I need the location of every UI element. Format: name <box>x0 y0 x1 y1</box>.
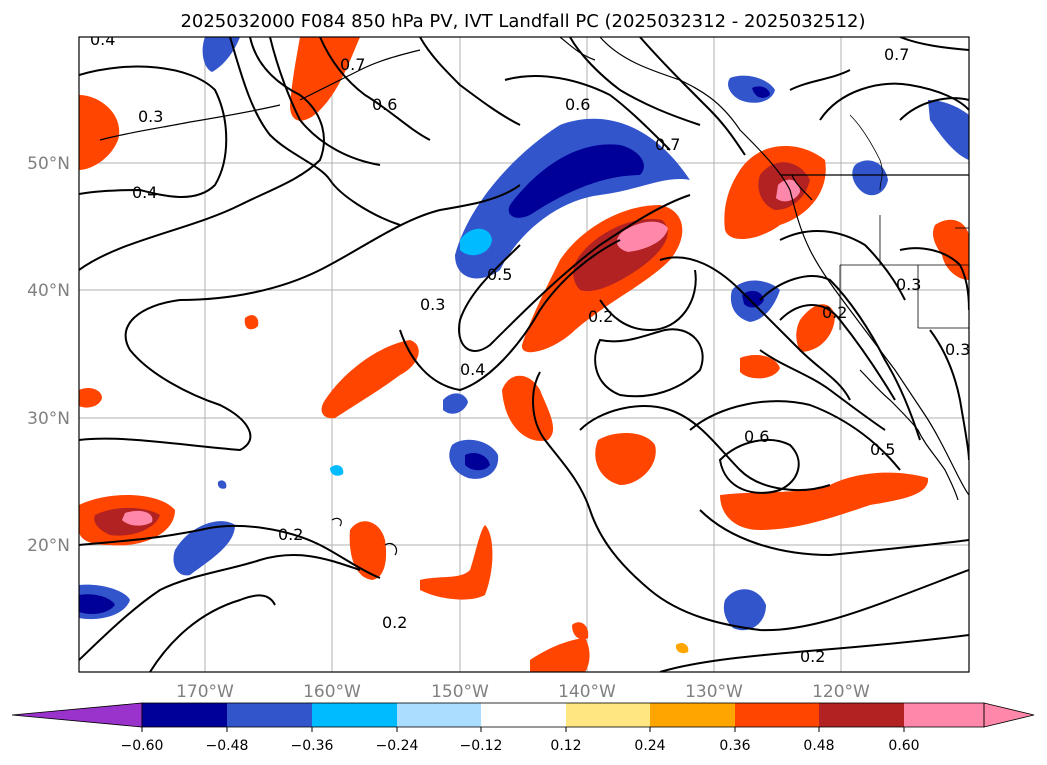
lat-label: 50°N <box>27 154 70 174</box>
longitude-labels: 170°W 160°W 150°W 140°W 130°W 120°W <box>176 682 870 702</box>
contour-label: 0.2 <box>800 647 825 666</box>
colorbar: −0.60 −0.48 −0.36 −0.24 −0.12 0.12 0.24 … <box>11 702 1035 754</box>
coastlines <box>99 37 969 501</box>
contour-label: 0.2 <box>278 525 303 544</box>
islands <box>331 517 398 556</box>
colorbar-segment <box>819 703 904 727</box>
map-panel: 0.4 0.3 0.4 0.6 0.7 0.6 0.7 0.5 0.3 0.4 … <box>78 30 970 673</box>
contour-label: 0.2 <box>588 307 613 326</box>
contour-label: 0.2 <box>382 613 407 632</box>
colorbar-segment <box>650 703 735 727</box>
gridlines <box>79 37 969 672</box>
borders <box>780 114 969 330</box>
contour-label: 0.5 <box>487 265 512 284</box>
colorbar-ticks <box>141 727 905 732</box>
lon-label: 150°W <box>431 682 489 702</box>
colorbar-tick-label: 0.48 <box>803 738 834 754</box>
colorbar-extend-low <box>11 702 143 728</box>
contour-label: 0.7 <box>340 55 365 74</box>
pv-shading <box>79 37 969 672</box>
colorbar-tick-label: −0.36 <box>291 738 334 754</box>
colorbar-tick-label: −0.48 <box>206 738 249 754</box>
contour-label: 0.4 <box>132 183 157 202</box>
lon-label: 160°W <box>303 682 361 702</box>
colorbar-extend-high <box>904 703 1034 727</box>
contour-label: 0.6 <box>372 95 397 114</box>
colorbar-segment <box>566 703 650 727</box>
contour-label: 0.6 <box>744 427 769 446</box>
lon-label: 120°W <box>812 682 870 702</box>
lat-label: 30°N <box>27 409 70 429</box>
lon-label: 130°W <box>685 682 743 702</box>
contour-label: 0.7 <box>884 45 909 64</box>
colorbar-tick-label: −0.24 <box>376 738 419 754</box>
colorbar-tick-label: 0.36 <box>719 738 750 754</box>
colorbar-tick-label: 0.24 <box>634 738 665 754</box>
colorbar-segment <box>735 703 819 727</box>
colorbar-tick-label: −0.60 <box>121 738 164 754</box>
colorbar-tick-label: 0.60 <box>888 738 919 754</box>
colorbar-segment <box>481 703 566 727</box>
colorbar-segment <box>142 703 227 727</box>
contour-label: 0.3 <box>945 340 970 359</box>
lon-label: 170°W <box>176 682 234 702</box>
map-frame <box>78 36 970 673</box>
contour-label: 0.3 <box>896 275 921 294</box>
lat-label: 40°N <box>27 281 70 301</box>
contour-label: 0.2 <box>822 303 847 322</box>
colorbar-tick-label: 0.12 <box>550 738 581 754</box>
contour-labels: 0.4 0.3 0.4 0.6 0.7 0.6 0.7 0.5 0.3 0.4 … <box>90 30 970 666</box>
figure-title: 2025032000 F084 850 hPa PV, IVT Landfall… <box>180 11 865 32</box>
latitude-labels: 50°N 40°N 30°N 20°N <box>27 154 70 556</box>
lat-label: 20°N <box>27 536 70 556</box>
colorbar-tick-label: −0.12 <box>460 738 503 754</box>
contour-label: 0.3 <box>138 107 163 126</box>
contour-label: 0.3 <box>420 295 445 314</box>
contour-label: 0.7 <box>655 135 680 154</box>
colorbar-segment <box>312 703 397 727</box>
contour-label: 0.5 <box>870 440 895 459</box>
colorbar-tick-labels: −0.60 −0.48 −0.36 −0.24 −0.12 0.12 0.24 … <box>121 738 920 754</box>
lon-label: 140°W <box>558 682 616 702</box>
contour-label: 0.4 <box>90 30 115 49</box>
colorbar-segment <box>227 703 312 727</box>
contour-label: 0.4 <box>460 360 485 379</box>
contour-label: 0.6 <box>565 95 590 114</box>
colorbar-segment <box>397 703 481 727</box>
